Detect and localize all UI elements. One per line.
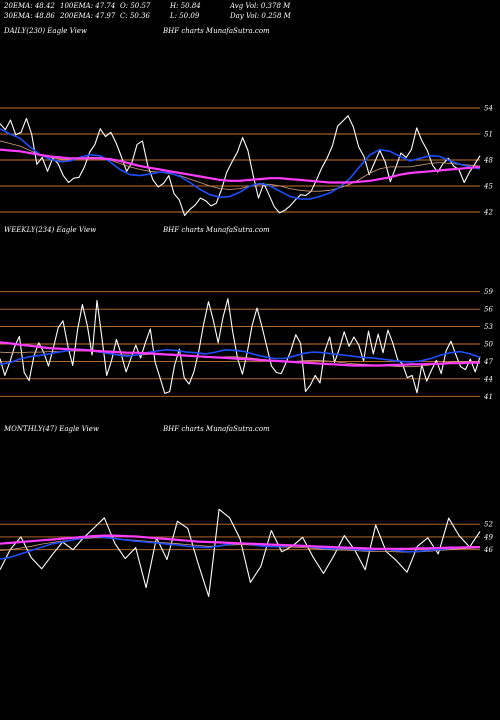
monthly-y-tick-46: 46 [483,546,493,554]
high-readout: H: 50.84 [170,2,201,10]
daily-ema-slow-line [0,148,481,184]
monthly-panel-watermark: BHF charts MunafaSutra.com [163,425,270,433]
weekly-y-tick-41: 41 [483,393,493,401]
weekly-chart: 59 56 53 50 47 44 41 [0,288,493,401]
ema30-readout: 30EMA: 48.86 [4,12,55,20]
daily-panel-label: DAILY(230) Eagle View [4,27,87,35]
weekly-y-tick-44: 44 [483,375,493,383]
daily-price-line [0,115,481,217]
monthly-chart: 52 49 46 [0,508,493,598]
weekly-ema-slow-line [0,341,480,367]
daily-y-tick-51: 51 [484,131,493,139]
weekly-y-tick-56: 56 [484,306,493,314]
weekly-y-tick-59: 59 [484,288,493,296]
daily-panel-watermark: BHF charts MunafaSutra.com [163,27,270,35]
monthly-ema-slow-line [0,534,480,550]
day-vol-readout: Day Vol: 0.258 M [230,12,291,20]
monthly-y-tick-49: 49 [483,533,493,541]
weekly-y-tick-53: 53 [484,323,493,331]
weekly-y-tick-47: 47 [483,358,493,366]
close-readout: C: 50.36 [120,12,150,20]
ema100-readout: 100EMA: 47.74 [60,2,116,10]
daily-y-tick-48: 48 [483,157,493,165]
low-readout: L: 50.09 [170,12,200,20]
open-readout: O: 50.57 [120,2,151,10]
monthly-y-tick-52: 52 [484,521,493,529]
daily-y-tick-45: 45 [483,183,493,191]
avg-vol-readout: Avg Vol: 0.378 M [230,2,291,10]
ema20-readout: 20EMA: 48.42 [4,2,55,10]
daily-chart: 54 51 48 45 42 [0,105,493,217]
monthly-price-line [0,508,481,598]
weekly-panel-label: WEEKLY(234) Eagle View [4,226,97,234]
weekly-y-tick-50: 50 [484,341,493,349]
daily-ema-mid-line [0,140,481,192]
ema200-readout: 200EMA: 47.97 [60,12,116,20]
monthly-panel-label: MONTHLY(47) Eagle View [4,425,99,433]
daily-y-tick-42: 42 [483,209,493,217]
daily-y-tick-54: 54 [484,105,493,113]
weekly-panel-watermark: BHF charts MunafaSutra.com [163,226,270,234]
